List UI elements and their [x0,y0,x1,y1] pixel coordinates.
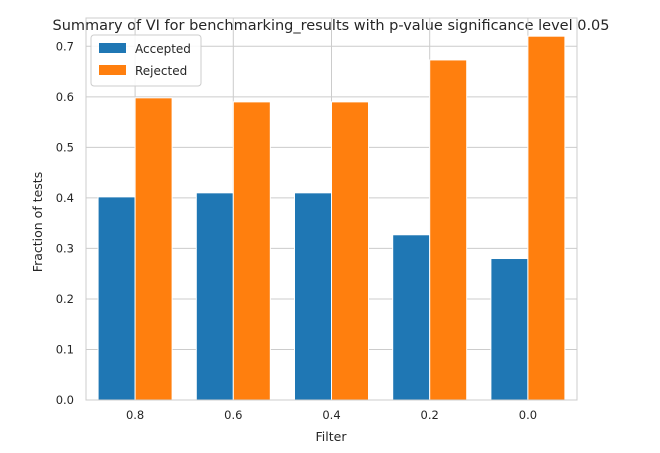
y-tick-label: 0.3 [56,241,74,255]
x-tick-labels: 0.8 0.6 0.4 0.2 0.0 [126,408,537,422]
bars [97,35,566,401]
x-tick-label: 0.0 [519,408,537,422]
bar-rejected-0.6 [232,101,271,401]
bar-rejected-0.0 [527,35,566,401]
y-axis-label: Fraction of tests [30,172,45,272]
bar-accepted-0.2 [392,234,431,401]
legend: Accepted Rejected [90,34,202,87]
bar-rejected-0.8 [134,97,173,401]
y-tick-label: 0.2 [56,292,74,306]
y-tick-label: 0.5 [56,140,74,154]
legend-label-accepted: Accepted [135,42,191,56]
legend-swatch-rejected [99,65,126,75]
bar-rejected-0.2 [429,59,468,401]
x-axis-label: Filter [316,429,348,444]
x-tick-label: 0.8 [126,408,144,422]
x-tick-label: 0.6 [224,408,242,422]
bar-accepted-0.0 [490,258,529,401]
x-tick-label: 0.4 [322,408,340,422]
bar-accepted-0.6 [195,192,234,401]
legend-label-rejected: Rejected [135,64,187,78]
bar-accepted-0.8 [97,196,136,401]
bar-accepted-0.4 [294,192,332,401]
plot-frame [85,17,578,401]
y-tick-labels: 0.0 0.1 0.2 0.3 0.4 0.5 0.6 0.7 [56,39,74,407]
y-tick-label: 0.1 [56,342,74,356]
y-tick-label: 0.4 [56,191,74,205]
y-tick-label: 0.6 [56,90,74,104]
y-tick-label: 0.7 [56,39,74,53]
y-tick-label: 0.0 [56,393,74,407]
x-tick-label: 0.2 [421,408,439,422]
legend-swatch-accepted [99,43,126,53]
bar-rejected-0.4 [331,101,369,401]
